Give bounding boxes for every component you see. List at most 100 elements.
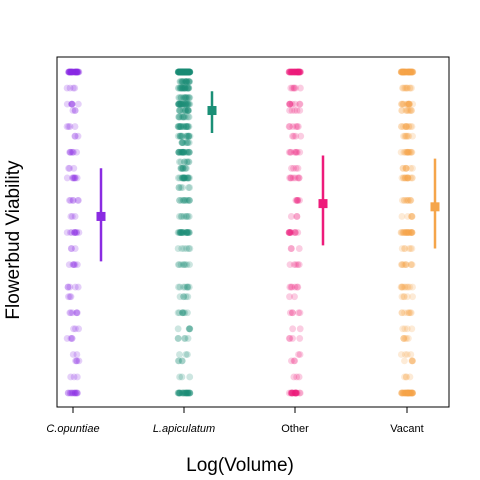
data-point [401,85,408,92]
x-tick-label: C.opuntiae [46,423,99,435]
data-point [402,261,409,268]
x-tick-label: Vacant [390,423,423,435]
data-point [178,69,185,76]
data-point [178,123,185,130]
data-point [75,284,82,291]
data-point [180,293,187,300]
data-point [291,293,298,300]
data-point [407,197,414,204]
data-point [187,390,194,397]
data-point [398,101,405,108]
data-point [178,101,185,108]
data-point [177,107,184,114]
data-point [398,351,405,358]
data-point [288,245,295,252]
data-point [72,123,79,130]
data-point [180,149,187,156]
data-point [68,245,75,252]
data-point [288,284,295,291]
data-point [402,175,409,182]
data-point [178,165,185,172]
data-point [404,351,411,358]
data-point [401,229,408,236]
data-point [67,335,74,342]
data-point [297,133,304,140]
data-point [64,101,71,108]
data-point [182,94,189,101]
data-point [179,175,186,182]
data-point [185,139,192,146]
x-tick-label: Other [281,423,309,435]
data-point [186,325,193,332]
data-point [398,123,405,130]
data-point [408,358,415,365]
data-point [402,107,409,114]
data-point [66,69,73,76]
data-point [67,284,74,291]
data-point [288,175,295,182]
data-point [404,390,411,397]
data-point [289,107,296,114]
data-point [297,351,304,358]
data-point [291,85,298,92]
data-point [186,284,193,291]
data-point [181,261,188,268]
data-point [286,229,293,236]
data-point [176,184,183,191]
data-point [401,284,408,291]
plot-frame [57,57,449,407]
data-point [72,325,79,332]
data-point [401,358,408,365]
data-point [186,374,193,381]
data-point [74,374,81,381]
data-point [74,351,81,358]
data-point [294,229,301,236]
data-point [66,165,73,172]
data-point [286,123,293,130]
data-point [290,165,297,172]
data-point [289,335,296,342]
data-point [66,309,73,316]
data-point [184,123,191,130]
data-point [184,351,191,358]
data-point [175,358,182,365]
data-point [64,123,71,130]
data-point [176,284,183,291]
data-point [296,335,303,342]
data-point [73,309,80,316]
data-point [65,293,72,300]
data-point [176,197,183,204]
data-point [185,184,192,191]
data-point [286,149,293,156]
x-axis: C.opuntiae L.apiculatum Other Vacant [46,407,423,435]
data-point [295,123,302,130]
data-point [399,197,406,204]
data-point [181,158,188,165]
data-point [296,175,303,182]
data-point [400,165,407,172]
data-point [76,229,83,236]
data-point [67,390,74,397]
data-point [177,78,184,85]
data-point [70,261,77,268]
data-point [76,358,83,365]
data-point [294,213,301,220]
data-point [296,245,303,252]
data-point [292,390,299,397]
data-point [70,149,77,156]
data-point [297,325,304,332]
x-tick-label: L.apiculatum [153,423,215,435]
data-point [296,107,303,114]
data-point [71,85,78,92]
data-point [289,309,296,316]
points-layer [64,69,417,397]
y-axis-title: Flowerbud Viability [3,160,24,320]
data-point [175,325,182,332]
data-point [185,107,192,114]
data-point [289,325,296,332]
data-point [409,213,416,220]
data-point [291,358,298,365]
data-point [399,213,406,220]
data-point [184,85,191,92]
